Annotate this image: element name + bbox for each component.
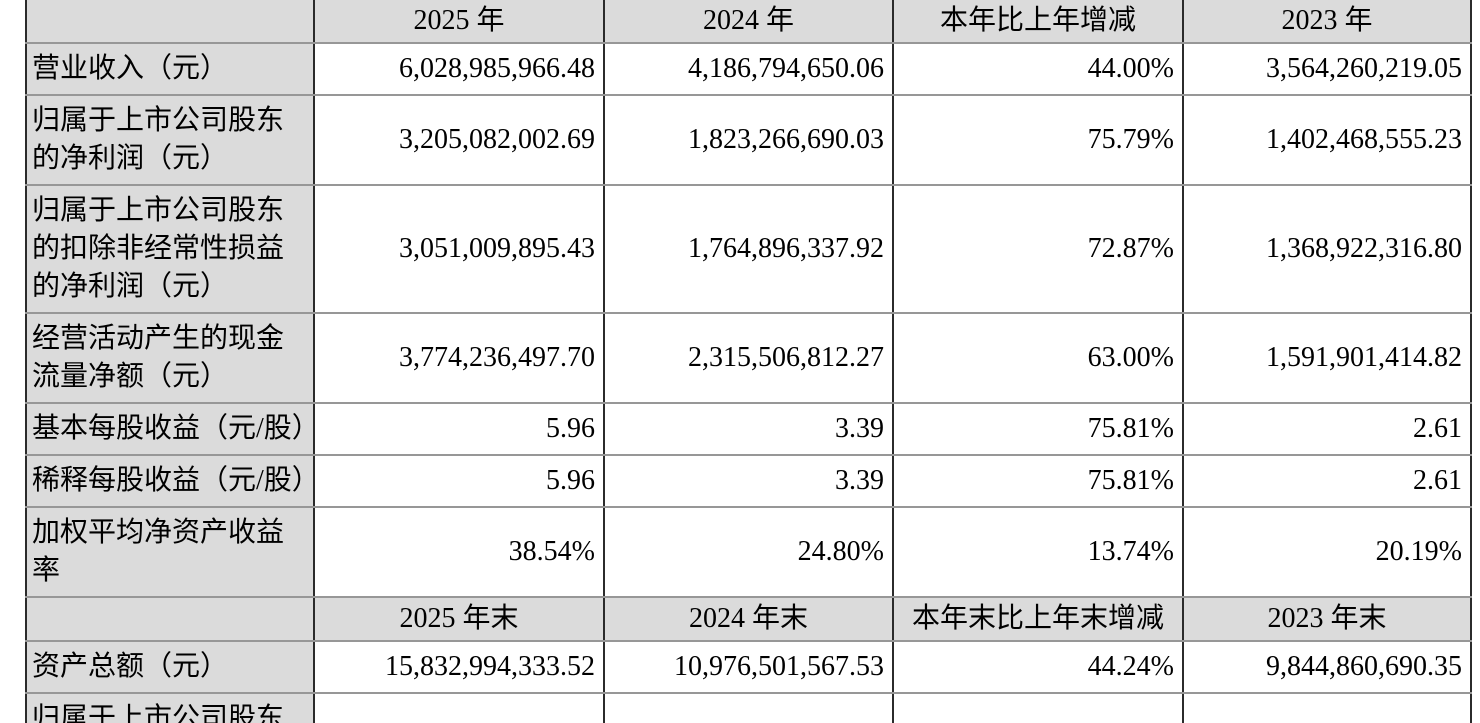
value-cell: 2.61 [1182, 454, 1472, 508]
value-cell: 10,976,501,567.53 [603, 640, 894, 694]
value-cell: 1,764,896,337.92 [603, 184, 894, 314]
value-cell: 3.39 [603, 454, 894, 508]
table-row: 加权平均净资产收益率 38.54% 24.80% 13.74% 20.19% [25, 506, 1472, 598]
value-cell: 3,774,236,497.70 [313, 312, 605, 404]
value-cell: 1,591,901,414.82 [1182, 312, 1472, 404]
value-cell: 5.96 [313, 402, 605, 456]
value-cell: 3,564,260,219.05 [1182, 42, 1472, 96]
table-row: 资产总额（元） 15,832,994,333.52 10,976,501,567.5… [25, 640, 1472, 694]
value-cell: 1,368,922,316.80 [1182, 184, 1472, 314]
row-label: 营业收入（元） [25, 42, 315, 96]
value-cell: 1,402,468,555.23 [1182, 94, 1472, 186]
table-row: 归属于上市公司股东的扣除非经常性损益的净利润（元） 3,051,009,895.4… [25, 184, 1472, 314]
value-cell: 38.54% [313, 506, 605, 598]
column-header: 2023 年末 [1182, 596, 1472, 642]
value-cell: 19.03% [892, 692, 1184, 723]
table-row: 归属于上市公司股东的净资产（元）9,491,716,450.297,974,10… [25, 692, 1472, 723]
financial-summary-table: 2025 年 2024 年本年比上年增减 2023 年营业收入（元） 6,028,98… [25, 0, 1472, 723]
row-label: 稀释每股收益（元/股） [25, 454, 315, 508]
column-header: 2023 年 [1182, 0, 1472, 44]
value-cell: 7,974,107,473.75 [603, 692, 894, 723]
value-cell: 7,319,141,467.32 [1182, 692, 1472, 723]
value-cell: 63.00% [892, 312, 1184, 404]
value-cell: 3.39 [603, 402, 894, 456]
value-cell: 4,186,794,650.06 [603, 42, 894, 96]
value-cell: 6,028,985,966.48 [313, 42, 605, 96]
table-row: 稀释每股收益（元/股） 5.96 3.39 75.81% 2.61 [25, 454, 1472, 508]
empty-header-cell [25, 596, 315, 642]
column-header: 2024 年 [603, 0, 894, 44]
value-cell: 75.79% [892, 94, 1184, 186]
column-header: 本年比上年增减 [892, 0, 1184, 44]
value-cell: 9,844,860,690.35 [1182, 640, 1472, 694]
column-header: 2025 年末 [313, 596, 605, 642]
row-label: 经营活动产生的现金流量净额（元） [25, 312, 315, 404]
row-label: 基本每股收益（元/股） [25, 402, 315, 456]
value-cell: 75.81% [892, 402, 1184, 456]
value-cell: 2.61 [1182, 402, 1472, 456]
value-cell: 20.19% [1182, 506, 1472, 598]
row-label: 加权平均净资产收益率 [25, 506, 315, 598]
table-header-row: 2025 年 2024 年本年比上年增减 2023 年 [25, 0, 1472, 44]
value-cell: 5.96 [313, 454, 605, 508]
value-cell: 72.87% [892, 184, 1184, 314]
table-row: 经营活动产生的现金流量净额（元） 3,774,236,497.70 2,315,50… [25, 312, 1472, 404]
table-row: 营业收入（元） 6,028,985,966.48 4,186,794,650.06 4… [25, 42, 1472, 96]
row-label: 归属于上市公司股东的净利润（元） [25, 94, 315, 186]
value-cell: 44.00% [892, 42, 1184, 96]
empty-header-cell [25, 0, 315, 44]
value-cell: 3,051,009,895.43 [313, 184, 605, 314]
row-label: 归属于上市公司股东的扣除非经常性损益的净利润（元） [25, 184, 315, 314]
table-header-row: 2025 年末 2024 年末 本年末比上年末增减 2023 年末 [25, 596, 1472, 642]
value-cell: 2,315,506,812.27 [603, 312, 894, 404]
column-header: 本年末比上年末增减 [892, 596, 1184, 642]
column-header: 2025 年 [313, 0, 605, 44]
row-label: 归属于上市公司股东的净资产（元） [25, 692, 315, 723]
value-cell: 9,491,716,450.29 [313, 692, 605, 723]
column-header: 2024 年末 [603, 596, 894, 642]
value-cell: 24.80% [603, 506, 894, 598]
table-row: 归属于上市公司股东的净利润（元） 3,205,082,002.69 1,823,26… [25, 94, 1472, 186]
value-cell: 75.81% [892, 454, 1184, 508]
value-cell: 44.24% [892, 640, 1184, 694]
value-cell: 1,823,266,690.03 [603, 94, 894, 186]
row-label: 资产总额（元） [25, 640, 315, 694]
value-cell: 15,832,994,333.52 [313, 640, 605, 694]
value-cell: 3,205,082,002.69 [313, 94, 605, 186]
table-row: 基本每股收益（元/股） 5.96 3.39 75.81% 2.61 [25, 402, 1472, 456]
value-cell: 13.74% [892, 506, 1184, 598]
